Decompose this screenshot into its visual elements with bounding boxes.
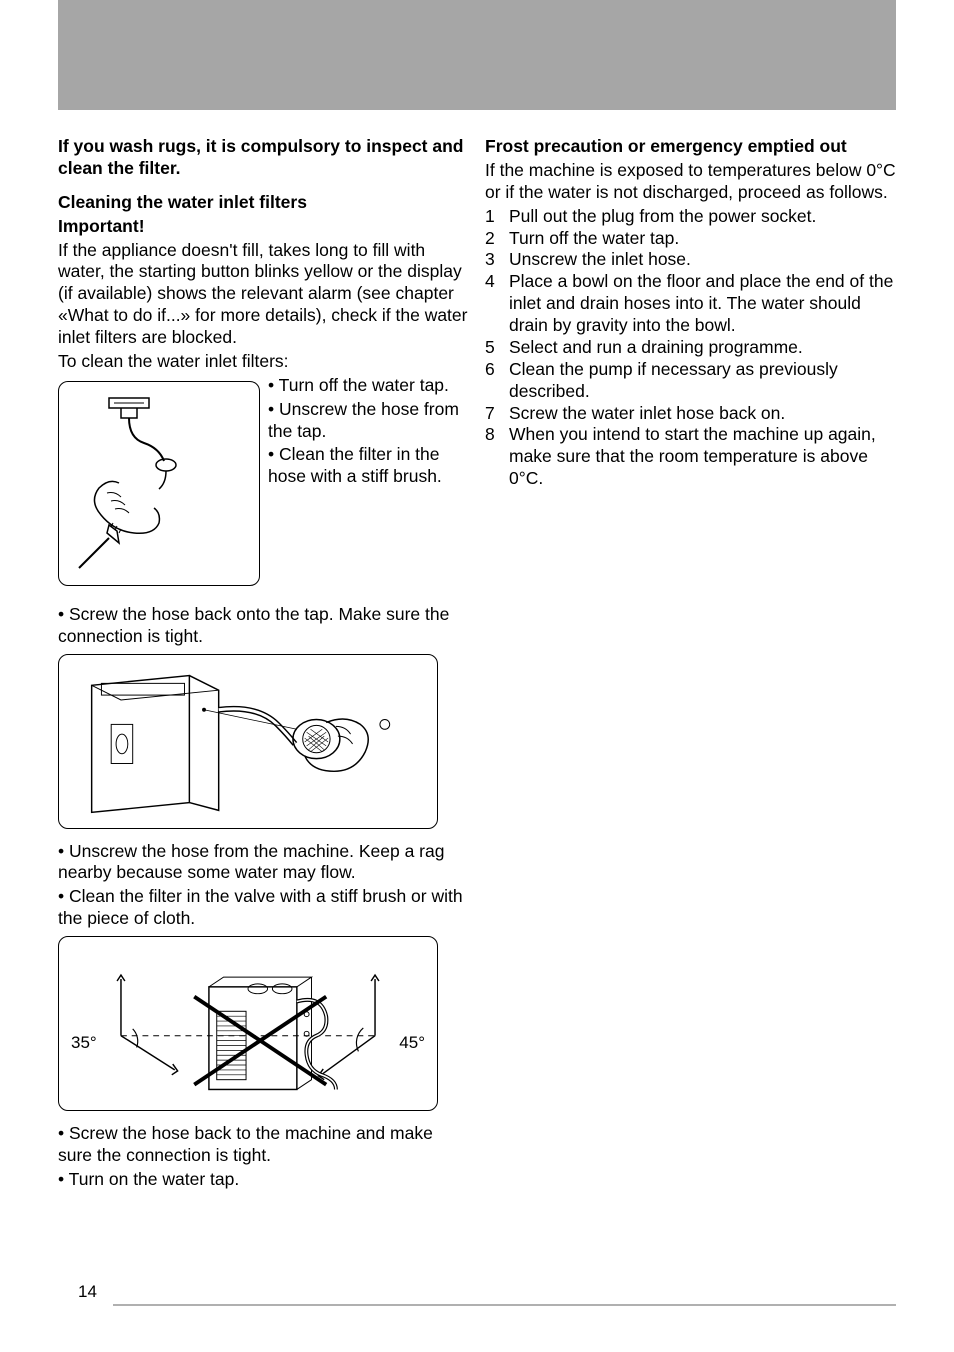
angles-illustration <box>60 938 436 1109</box>
step-text: Turn off the water tap. <box>509 228 679 250</box>
para-fill: If the appliance doesn't fill, takes lon… <box>58 240 469 349</box>
angle-right-label: 45° <box>399 1032 425 1053</box>
footer-line <box>113 1304 896 1306</box>
left-column: If you wash rugs, it is compulsory to in… <box>58 136 469 1193</box>
list-item: 6Clean the pump if necessary as previous… <box>485 359 896 403</box>
header-band <box>58 0 896 110</box>
figure-hose-tap <box>58 381 260 586</box>
step-num: 7 <box>485 403 501 425</box>
list-item: 4Place a bowl on the floor and place the… <box>485 271 896 337</box>
frost-steps: 1 Pull out the plug from the power socket… <box>485 206 896 490</box>
step-num: 6 <box>485 359 501 403</box>
step-text: Screw the water inlet hose back on. <box>509 403 785 425</box>
step-text: When you intend to start the machine up … <box>509 424 896 490</box>
machine-illustration <box>60 656 436 827</box>
list-item: 3 Unscrew the inlet hose. <box>485 249 896 271</box>
cleaning-heading: Cleaning the water inlet filters <box>58 192 469 214</box>
step-text: Select and run a draining programme. <box>509 337 803 359</box>
hose-tap-illustration <box>59 383 259 583</box>
step-text: Unscrew the inlet hose. <box>509 249 691 271</box>
list-item: 2 Turn off the water tap. <box>485 228 896 250</box>
important-heading: Important! <box>58 216 469 238</box>
right-column: Frost precaution or emergency emptied ou… <box>485 136 896 1193</box>
step-unscrew: • Unscrew the hose from the tap. <box>268 399 469 443</box>
para-unscrew-machine: • Unscrew the hose from the machine. Kee… <box>58 841 469 885</box>
frost-heading: Frost precaution or emergency emptied ou… <box>485 136 896 158</box>
step-clean: • Clean the filter in the hose with a st… <box>268 444 469 488</box>
figure1-row: • Turn off the water tap. • Unscrew the … <box>58 375 469 592</box>
step-turnoff: • Turn off the water tap. <box>268 375 469 397</box>
list-item: 8When you intend to start the machine up… <box>485 424 896 490</box>
page-number: 14 <box>78 1282 97 1302</box>
list-item: 7 Screw the water inlet hose back on. <box>485 403 896 425</box>
list-item: 5 Select and run a draining programme. <box>485 337 896 359</box>
step-num: 5 <box>485 337 501 359</box>
step-num: 4 <box>485 271 501 337</box>
content-area: If you wash rugs, it is compulsory to in… <box>58 136 896 1193</box>
para-toclean: To clean the water inlet filters: <box>58 351 469 373</box>
hose-steps: • Turn off the water tap. • Unscrew the … <box>268 375 469 490</box>
step-num: 8 <box>485 424 501 490</box>
intro-bold: If you wash rugs, it is compulsory to in… <box>58 136 469 180</box>
angle-left-label: 35° <box>71 1032 97 1053</box>
step-num: 3 <box>485 249 501 271</box>
frost-intro: If the machine is exposed to temperature… <box>485 160 896 204</box>
figure-machine-back <box>58 654 438 829</box>
list-item: 1 Pull out the plug from the power socket… <box>485 206 896 228</box>
para-screwback: • Screw the hose back onto the tap. Make… <box>58 604 469 648</box>
step-text: Pull out the plug from the power socket. <box>509 206 816 228</box>
para-turnon: • Turn on the water tap. <box>58 1169 469 1191</box>
step-text: Clean the pump if necessary as previousl… <box>509 359 896 403</box>
step-text: Place a bowl on the floor and place the … <box>509 271 896 337</box>
figure-angles: 35° 45° <box>58 936 438 1111</box>
para-clean-valve: • Clean the filter in the valve with a s… <box>58 886 469 930</box>
para-screw-machine: • Screw the hose back to the machine and… <box>58 1123 469 1167</box>
step-num: 1 <box>485 206 501 228</box>
step-num: 2 <box>485 228 501 250</box>
